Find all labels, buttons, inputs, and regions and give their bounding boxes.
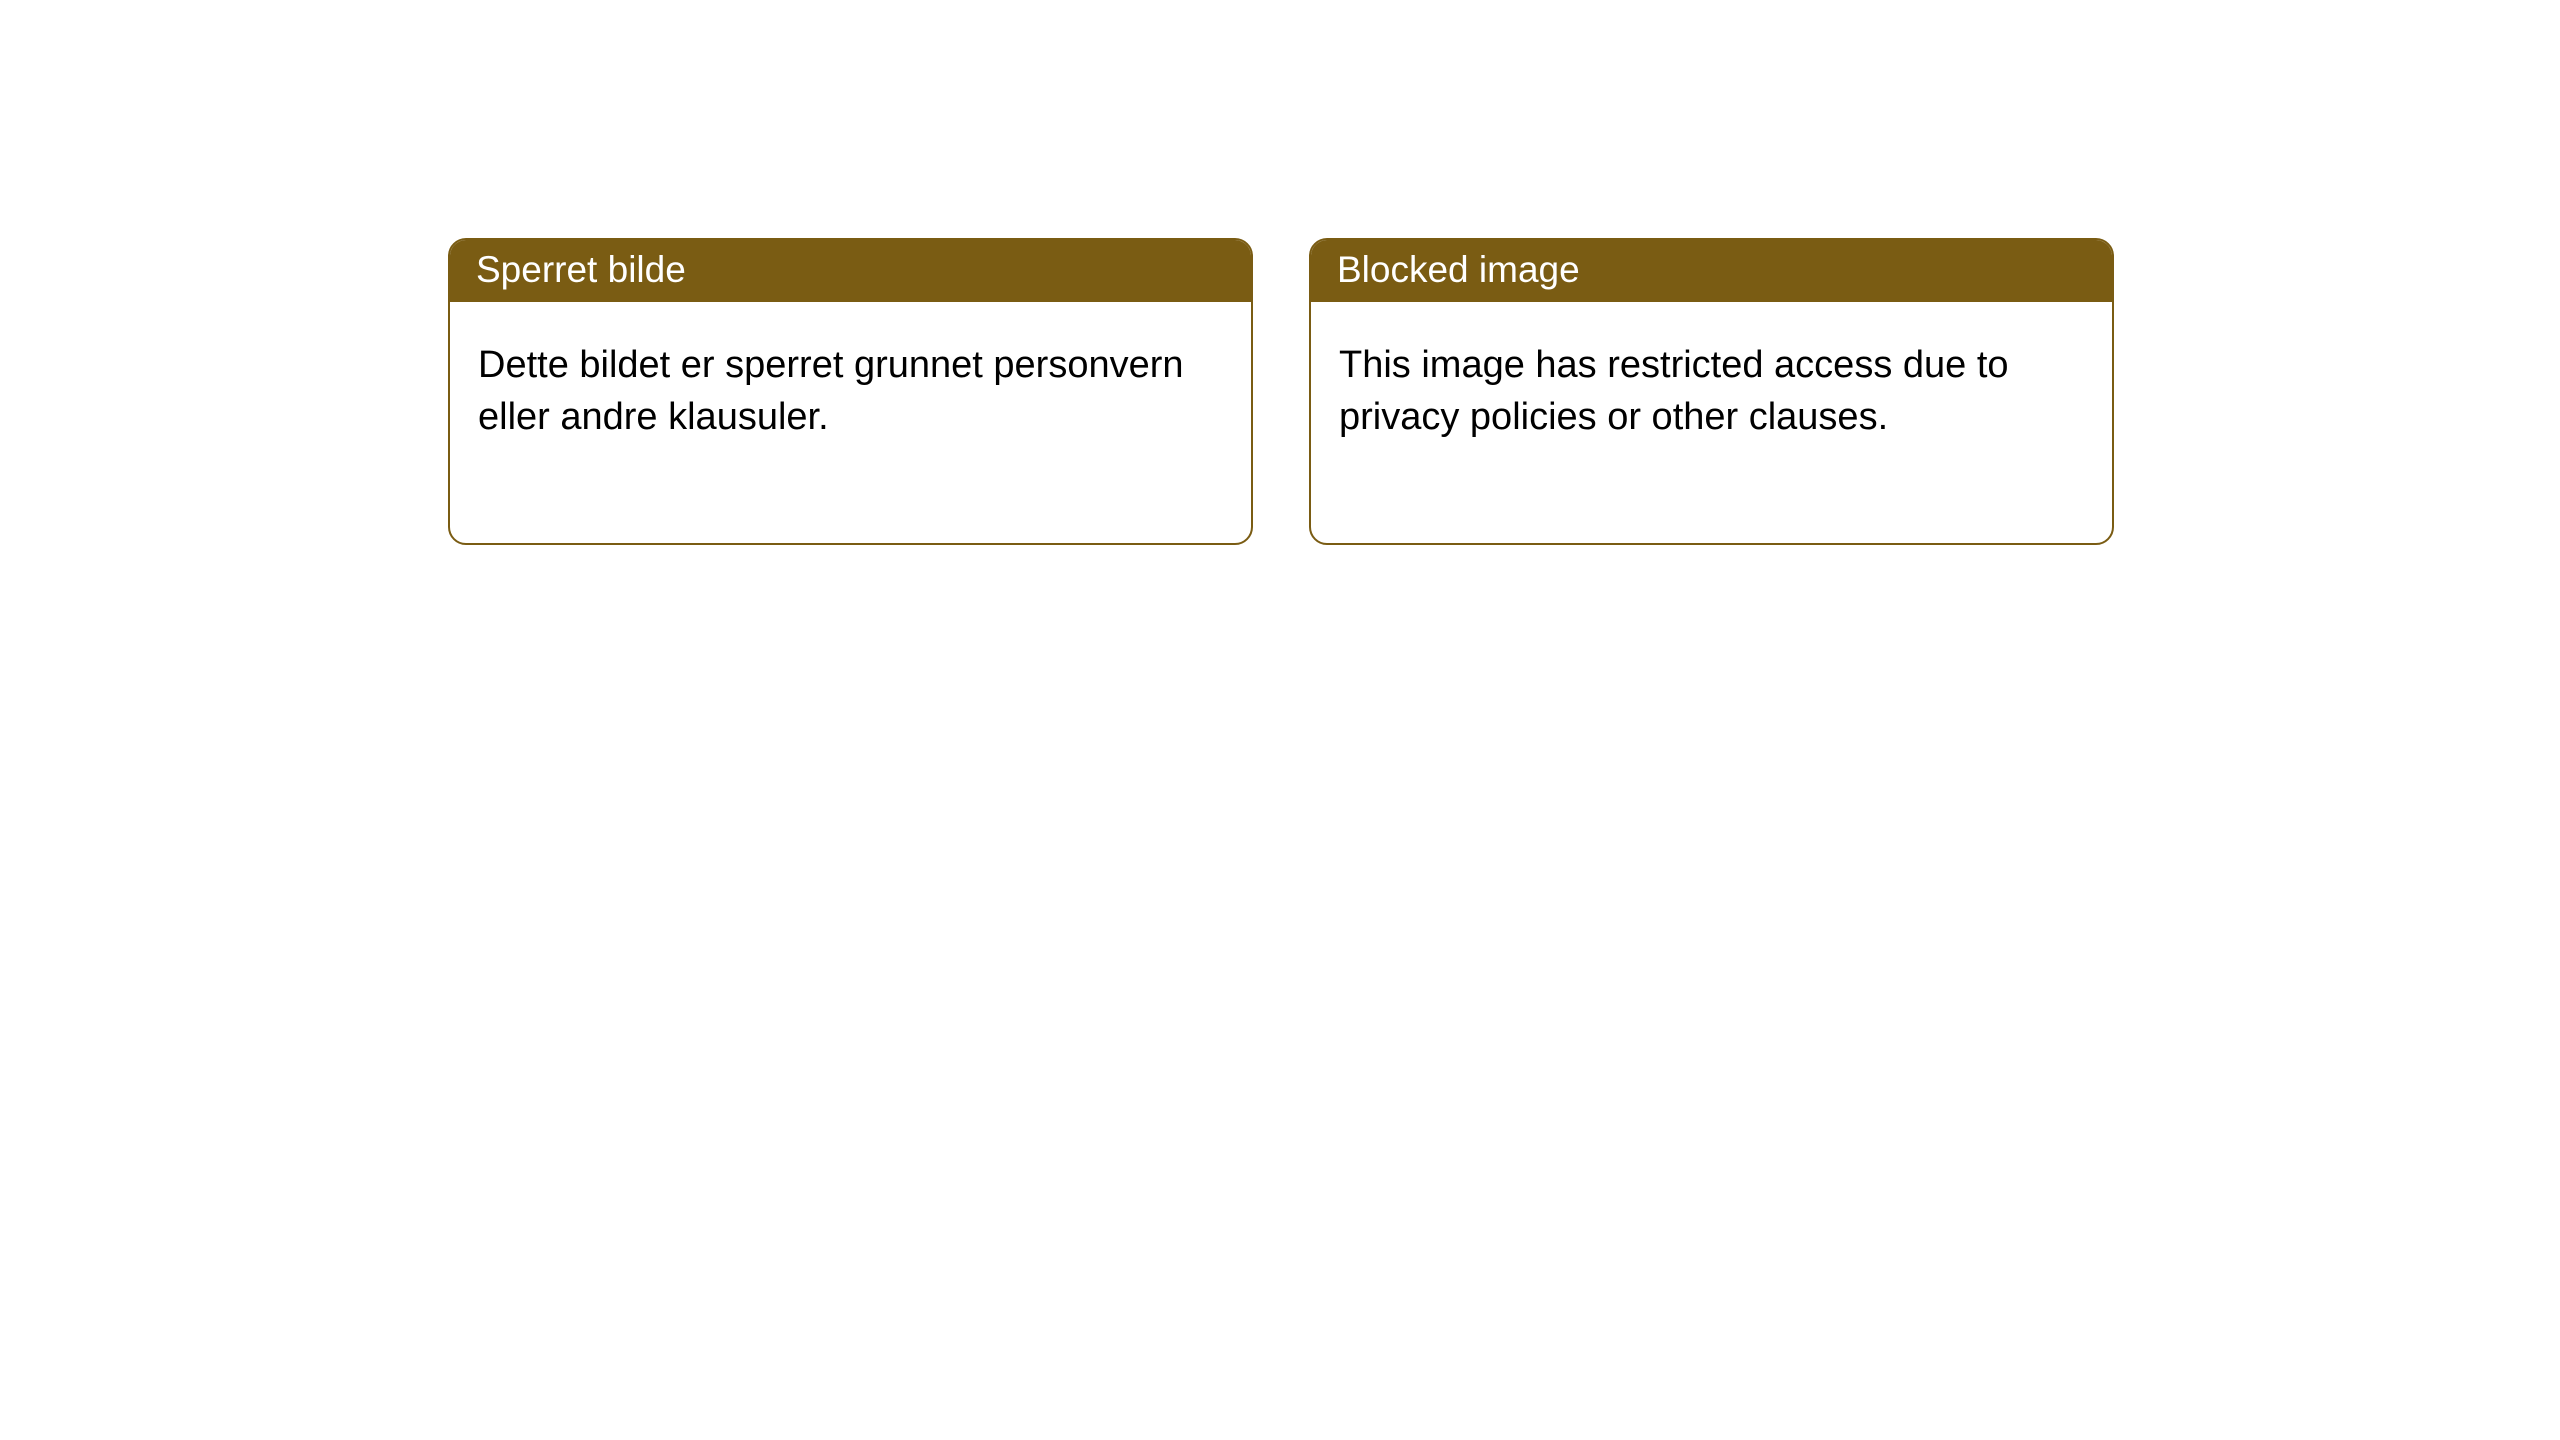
- notice-card-en: Blocked image This image has restricted …: [1309, 238, 2114, 545]
- notice-card-header-no: Sperret bilde: [450, 240, 1251, 302]
- notice-card-header-en: Blocked image: [1311, 240, 2112, 302]
- notice-card-body-no: Dette bildet er sperret grunnet personve…: [450, 302, 1251, 543]
- notice-card-body-en: This image has restricted access due to …: [1311, 302, 2112, 543]
- notice-card-no: Sperret bilde Dette bildet er sperret gr…: [448, 238, 1253, 545]
- notice-container: Sperret bilde Dette bildet er sperret gr…: [0, 0, 2560, 545]
